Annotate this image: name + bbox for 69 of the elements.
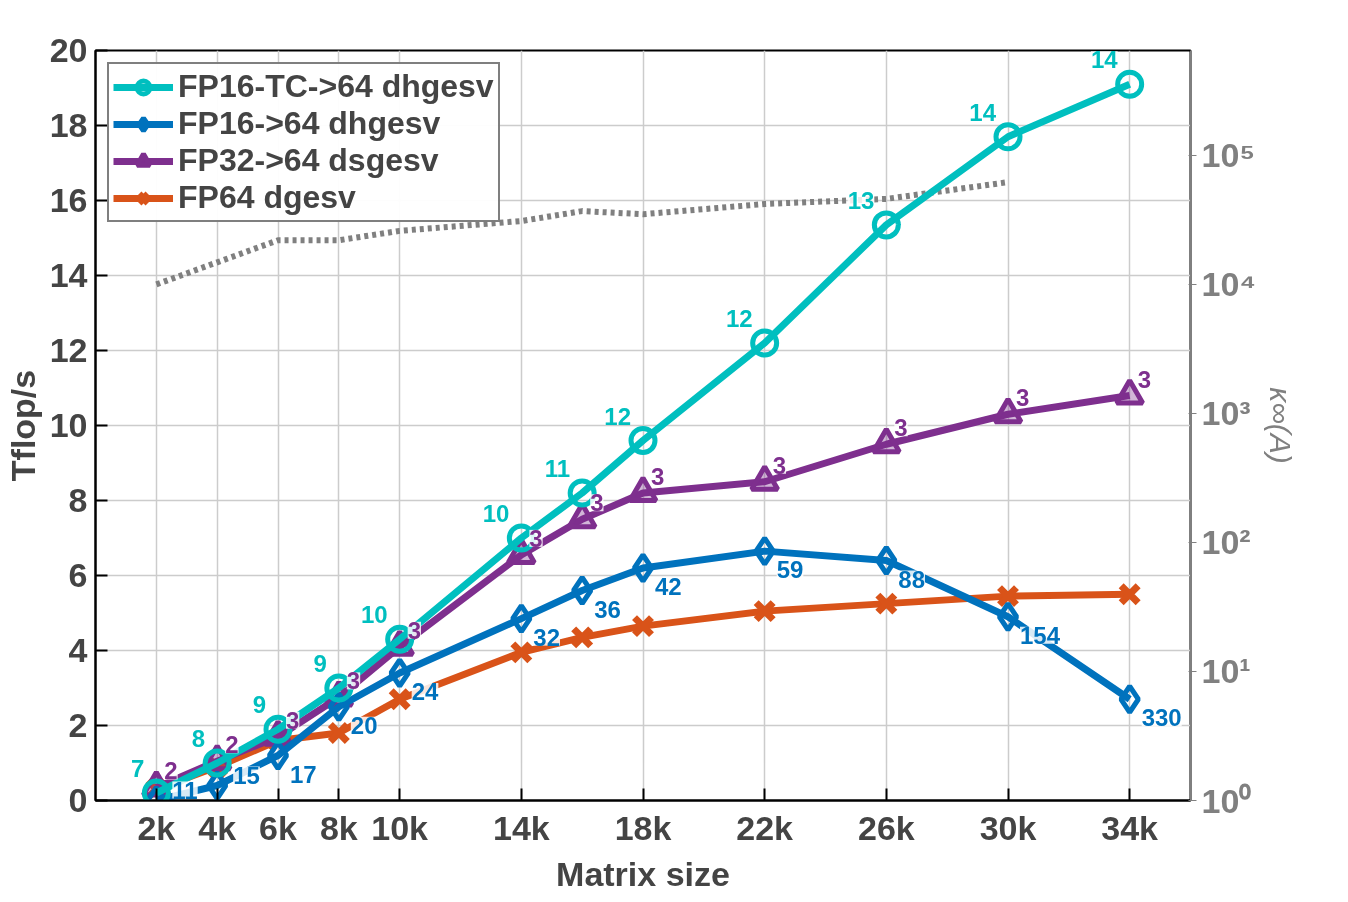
annotation: 14 xyxy=(969,98,997,126)
x-tick-label: 18k xyxy=(614,808,672,847)
y2-axis-title: κ∞(A) xyxy=(1264,387,1298,464)
annotation: 3 xyxy=(894,414,908,442)
legend-label: FP16-TC->64 dhgesv xyxy=(178,68,494,105)
y-tick-label: 20 xyxy=(49,31,88,69)
annotation: 88 xyxy=(898,565,926,593)
annotation: 36 xyxy=(594,595,621,623)
y2-tick-label: 10³ xyxy=(1201,394,1251,433)
annotation: 13 xyxy=(847,186,875,214)
annotation: 3 xyxy=(1016,384,1030,412)
x-tick-label: 2k xyxy=(137,808,176,847)
legend-label: FP32->64 dsgesv xyxy=(178,142,439,179)
annotation: 12 xyxy=(604,402,632,430)
y-tick-label: 14 xyxy=(49,256,88,294)
x-tick-label: 8k xyxy=(319,808,358,847)
y2-tick-label: 10⁵ xyxy=(1201,136,1256,175)
annotation: 9 xyxy=(252,691,267,719)
annotation: 3 xyxy=(286,706,300,734)
y-tick-label: 16 xyxy=(49,181,88,219)
annotation: 42 xyxy=(655,573,682,600)
legend-label: FP64 dgesv xyxy=(178,179,356,216)
annotation: 3 xyxy=(1137,365,1152,393)
y-tick-label: 2 xyxy=(68,706,88,744)
annotation: 20 xyxy=(350,711,378,739)
y-axis-title: Tflop/s xyxy=(3,369,42,482)
annotation: 32 xyxy=(533,623,561,651)
annotation: 59 xyxy=(776,556,804,584)
y2-tick-label: 10¹ xyxy=(1201,652,1251,691)
y2-tick-label: 10⁴ xyxy=(1201,265,1257,304)
x-tick-label: 34k xyxy=(1101,808,1159,847)
y-tick-label: 6 xyxy=(68,556,88,594)
annotation: 15 xyxy=(233,761,260,789)
annotation: 3 xyxy=(590,489,604,517)
annotation: 154 xyxy=(1020,621,1061,649)
x-tick-label: 22k xyxy=(736,808,794,847)
x-tick-label: 4k xyxy=(198,808,237,847)
annotation: 3 xyxy=(772,451,787,479)
annotation: 3 xyxy=(529,524,543,552)
y-tick-label: 12 xyxy=(49,331,88,369)
annotation: 7 xyxy=(130,755,145,782)
annotation: 14 xyxy=(1090,46,1119,74)
y-tick-label: 0 xyxy=(68,781,88,819)
annotation: 3 xyxy=(651,463,665,490)
x-tick-label: 26k xyxy=(857,808,915,847)
x-axis-title: Matrix size xyxy=(556,854,730,893)
annotation: 3 xyxy=(407,616,422,644)
x-tick-label: 30k xyxy=(979,808,1037,847)
y-tick-label: 4 xyxy=(68,631,88,669)
legend-label: FP16->64 dhgesv xyxy=(178,105,441,142)
annotation: 9 xyxy=(313,650,327,677)
annotation: 3 xyxy=(346,667,361,695)
y-tick-label: 10 xyxy=(49,406,88,444)
y2-tick-label: 10² xyxy=(1201,523,1251,562)
x-tick-label: 6k xyxy=(259,808,297,847)
annotation: 8 xyxy=(191,725,206,752)
x-tick-label: 10k xyxy=(371,808,429,847)
y-tick-label: 8 xyxy=(68,481,88,519)
y-tick-label: 18 xyxy=(49,106,88,144)
annotation: 10 xyxy=(360,601,388,629)
annotation: 12 xyxy=(725,305,753,332)
annotation: 10 xyxy=(482,500,510,527)
annotation: 17 xyxy=(290,760,317,788)
y2-tick-label: 10⁰ xyxy=(1201,781,1252,820)
annotation: 11 xyxy=(544,455,571,482)
annotation: 24 xyxy=(411,678,440,705)
annotation: 2 xyxy=(225,731,239,759)
annotation: 330 xyxy=(1141,704,1182,732)
x-tick-label: 14k xyxy=(492,808,550,847)
